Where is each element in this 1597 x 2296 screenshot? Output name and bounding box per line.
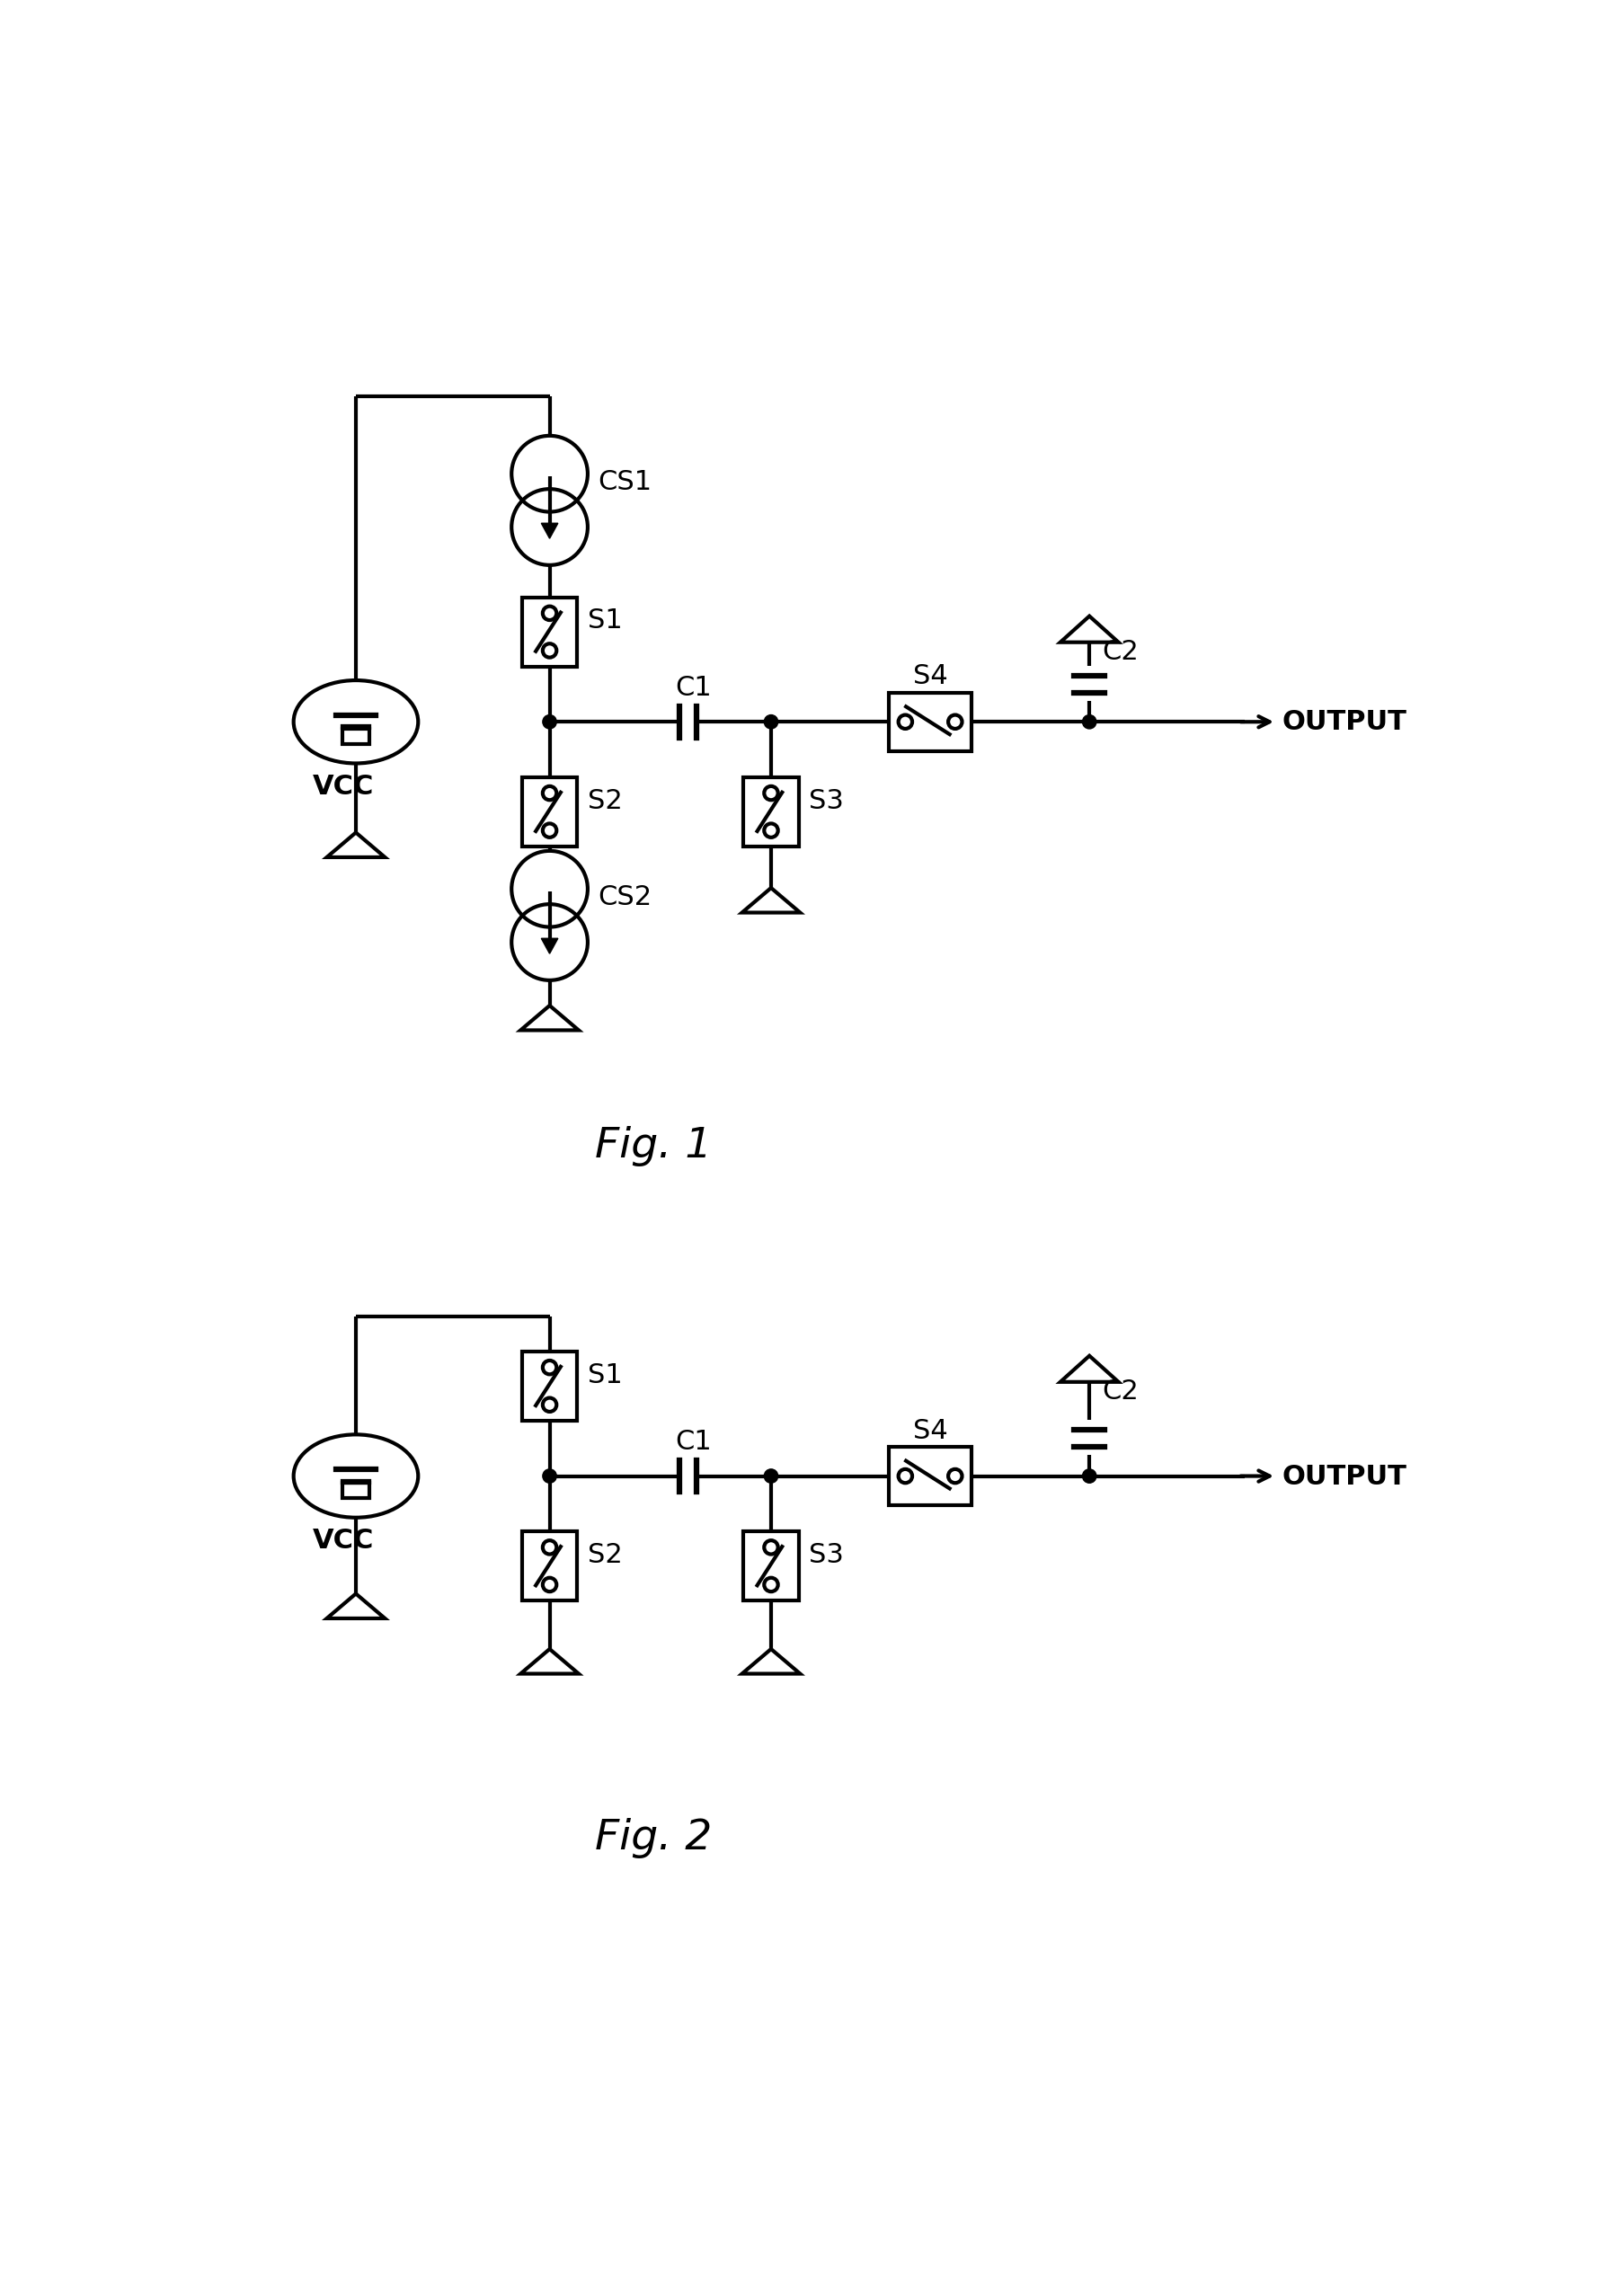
Text: S1: S1 [588,1362,623,1389]
Circle shape [1083,1469,1096,1483]
Text: S3: S3 [810,788,845,813]
Text: C1: C1 [676,675,712,700]
Bar [522,1352,577,1421]
Text: Fig. 1: Fig. 1 [594,1127,712,1166]
Polygon shape [541,523,557,540]
Circle shape [763,714,778,728]
Text: VCC: VCC [313,774,374,799]
Bar [888,693,971,751]
Circle shape [763,1469,778,1483]
Bar [522,597,577,666]
Text: S2: S2 [588,1543,623,1568]
Text: C2: C2 [1102,638,1139,666]
Bar [522,776,577,847]
Bar [522,1531,577,1600]
Text: CS2: CS2 [597,884,652,912]
Text: S1: S1 [588,608,623,634]
Text: CS1: CS1 [597,468,652,496]
Bar [342,1483,369,1499]
Text: OUTPUT: OUTPUT [1282,709,1407,735]
Text: C2: C2 [1102,1378,1139,1405]
Bar [743,776,798,847]
Bar [743,1531,798,1600]
Text: S3: S3 [810,1543,845,1568]
Bar [342,728,369,744]
Polygon shape [541,939,557,953]
Text: OUTPUT: OUTPUT [1282,1463,1407,1490]
Circle shape [543,714,556,728]
Text: S4: S4 [913,664,947,689]
Text: Fig. 2: Fig. 2 [594,1818,712,1860]
Text: S2: S2 [588,788,623,813]
Text: VCC: VCC [313,1529,374,1554]
Bar [888,1446,971,1506]
Circle shape [543,1469,556,1483]
Circle shape [1083,714,1096,728]
Text: C1: C1 [676,1428,712,1456]
Text: S4: S4 [913,1417,947,1444]
